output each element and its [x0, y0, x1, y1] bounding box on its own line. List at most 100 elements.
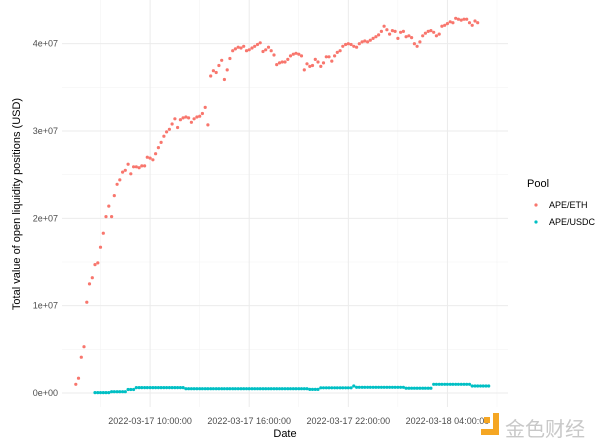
- data-point: [415, 386, 419, 390]
- data-point: [277, 387, 282, 391]
- data-point: [173, 386, 177, 390]
- data-point: [242, 387, 246, 391]
- data-point: [178, 386, 182, 390]
- data-point: [231, 49, 235, 53]
- data-point: [159, 140, 163, 144]
- data-point: [82, 345, 86, 349]
- data-point: [366, 385, 370, 389]
- data-point: [143, 164, 147, 168]
- data-point: [319, 64, 323, 68]
- data-point: [319, 386, 323, 390]
- data-point: [126, 162, 130, 166]
- data-point: [266, 387, 271, 391]
- data-point: [280, 60, 284, 64]
- data-point: [404, 386, 408, 390]
- data-point: [454, 16, 458, 20]
- data-point: [167, 127, 171, 131]
- data-point: [112, 390, 116, 394]
- data-point: [173, 117, 177, 121]
- data-point: [206, 123, 210, 127]
- data-point: [134, 165, 138, 169]
- data-point: [421, 34, 425, 38]
- data-point: [110, 215, 114, 219]
- data-point: [426, 29, 430, 33]
- data-point: [385, 385, 389, 389]
- data-point: [440, 24, 444, 28]
- data-point: [272, 387, 276, 391]
- data-point: [231, 387, 235, 391]
- data-point: [200, 111, 204, 116]
- jinse-logo-icon: [481, 413, 499, 435]
- data-point: [244, 387, 249, 391]
- data-point: [388, 32, 392, 36]
- data-point: [187, 116, 191, 120]
- data-point: [137, 166, 141, 170]
- data-point: [305, 62, 309, 66]
- data-point: [316, 60, 320, 64]
- data-point: [195, 387, 199, 391]
- data-point: [140, 164, 144, 168]
- data-point: [275, 387, 279, 391]
- data-point: [462, 17, 466, 21]
- watermark: 金色财经: [481, 413, 585, 441]
- data-point: [264, 387, 268, 391]
- data-point: [258, 387, 262, 391]
- data-point: [214, 387, 218, 391]
- data-point: [181, 116, 185, 120]
- data-point: [390, 29, 394, 33]
- data-point: [423, 31, 427, 35]
- data-point: [129, 172, 133, 176]
- data-point: [346, 42, 350, 46]
- data-point: [360, 40, 364, 44]
- data-point: [302, 387, 306, 391]
- data-point: [269, 387, 273, 391]
- data-point: [132, 387, 136, 392]
- data-point: [209, 387, 213, 391]
- data-point: [154, 386, 158, 390]
- data-point: [456, 17, 460, 21]
- data-point: [385, 28, 389, 32]
- data-point: [162, 386, 166, 390]
- data-point: [467, 21, 472, 25]
- legend-key-ape-eth: [534, 203, 538, 207]
- data-point: [374, 35, 378, 39]
- data-point: [451, 382, 455, 386]
- data-point: [363, 385, 367, 389]
- data-point: [324, 386, 328, 390]
- data-point: [476, 384, 480, 388]
- data-point: [225, 387, 229, 391]
- data-point: [228, 387, 232, 391]
- data-point: [429, 386, 433, 390]
- data-point: [162, 134, 166, 138]
- data-point: [115, 182, 119, 186]
- data-point: [123, 390, 127, 394]
- data-point: [305, 387, 309, 391]
- data-point: [253, 387, 257, 391]
- data-point: [333, 386, 337, 390]
- data-point: [203, 105, 207, 109]
- data-point: [79, 355, 83, 359]
- data-point: [426, 386, 430, 390]
- data-point: [349, 42, 353, 47]
- data-point: [283, 387, 287, 391]
- x-tick-label: 2022-03-17 22:00:00: [307, 416, 391, 426]
- data-point: [313, 387, 317, 391]
- data-point: [220, 58, 224, 62]
- data-point: [308, 387, 312, 391]
- data-point: [410, 36, 414, 40]
- data-point: [104, 391, 108, 395]
- data-point: [178, 118, 182, 122]
- data-point: [151, 158, 155, 162]
- y-tick-label: 1e+07: [33, 301, 58, 311]
- data-point: [98, 245, 103, 249]
- data-point: [459, 382, 463, 386]
- data-point: [286, 387, 290, 391]
- data-point: [242, 44, 246, 48]
- data-point: [280, 387, 284, 391]
- data-point: [374, 385, 378, 389]
- data-point: [294, 51, 298, 55]
- data-point: [349, 386, 353, 390]
- y-tick-label: 2e+07: [33, 213, 58, 223]
- data-point: [236, 45, 240, 49]
- data-point: [286, 57, 290, 62]
